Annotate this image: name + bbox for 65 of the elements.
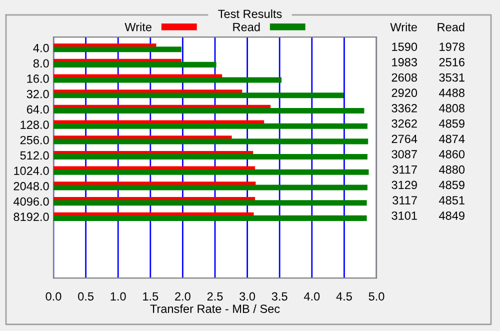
text: 4849	[439, 211, 464, 220]
y-tick-label: 256.0	[20, 136, 49, 144]
x-tick-label: 0.0	[46, 292, 62, 301]
text: 3117	[392, 196, 417, 204]
bar	[54, 200, 367, 206]
y-tick-label: 2048.0	[14, 182, 49, 190]
bar	[54, 154, 368, 160]
bar	[54, 138, 368, 144]
text: 1978	[440, 42, 464, 51]
y-tick-label: 32.0	[26, 90, 49, 98]
x-tick-label: 3.5	[272, 292, 288, 301]
text: Write	[390, 22, 417, 32]
text: 2764	[392, 134, 418, 144]
y-tick-label: 8.0	[33, 59, 49, 68]
y-tick-label: 1024.0	[14, 166, 49, 175]
y-tick-label: 4.0	[33, 44, 49, 52]
bar	[54, 108, 364, 114]
bar	[54, 46, 182, 52]
text: 3117	[392, 165, 417, 174]
chart-title: Test Results	[218, 9, 282, 18]
bar	[54, 92, 344, 98]
x-tick-label: 0.5	[78, 292, 94, 301]
text: 3087	[392, 150, 417, 158]
text: 4488	[439, 88, 464, 98]
text: 3362	[392, 104, 417, 112]
text: 4860	[439, 150, 465, 158]
text: 2920	[392, 88, 418, 98]
text: 1983	[392, 58, 417, 66]
bar	[54, 169, 369, 175]
y-tick-label: 512.0	[20, 151, 49, 160]
x-tick-label: 1.0	[110, 292, 126, 301]
text: 3101	[392, 211, 417, 220]
y-tick-label: 4096.0	[14, 197, 49, 206]
x-tick-label: 2.0	[175, 292, 190, 301]
x-tick-label: 3.0	[240, 292, 256, 301]
x-tick-label: 4.0	[304, 292, 320, 301]
text: 3129	[392, 180, 417, 190]
bar	[54, 123, 368, 129]
text: 3531	[439, 73, 464, 82]
x-tick-label: 1.5	[143, 292, 158, 301]
y-tick-label: 8192.0	[14, 212, 49, 222]
text: 4859	[439, 119, 464, 128]
legend-label: Read	[233, 22, 260, 32]
x-tick-label: 4.5	[336, 292, 352, 301]
text: 3262	[392, 119, 417, 128]
text: 4874	[439, 134, 465, 144]
bar	[54, 77, 282, 83]
bar	[54, 184, 368, 190]
x-axis-title: Transfer Rate - MB / Sec	[150, 304, 280, 313]
text: 2516	[439, 58, 464, 66]
text: 4859	[439, 180, 464, 190]
y-tick-label: 16.0	[27, 74, 49, 83]
y-tick-label: 64.0	[26, 105, 49, 114]
bar	[54, 62, 216, 68]
text: Read	[438, 22, 464, 32]
text: 4851	[439, 196, 464, 204]
x-tick-label: 2.5	[207, 292, 223, 301]
text: 2608	[392, 73, 417, 82]
text: 4808	[439, 104, 464, 112]
text: 4880	[439, 165, 465, 174]
legend-label: Write	[124, 22, 152, 32]
bar	[54, 215, 367, 221]
x-tick-label: 5.0	[368, 292, 384, 301]
y-tick-label: 128.0	[20, 120, 49, 129]
text: 1590	[392, 42, 418, 51]
